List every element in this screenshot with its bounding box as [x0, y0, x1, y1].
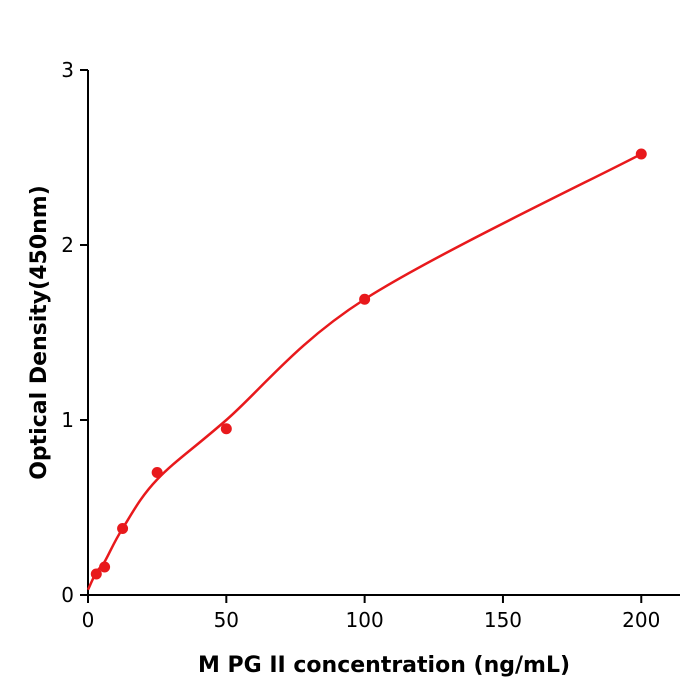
y-tick-label: 2 [61, 233, 74, 257]
x-tick-label: 100 [346, 608, 384, 632]
y-axis-title: Optical Density(450nm) [27, 185, 52, 480]
data-point [359, 293, 371, 305]
y-tick-label: 0 [61, 583, 74, 607]
x-tick-label: 50 [214, 608, 239, 632]
data-point [117, 523, 129, 534]
data-point [220, 423, 232, 435]
x-axis-title: M PG II concentration (ng/mL) [198, 653, 570, 678]
y-tick-label: 1 [61, 408, 74, 432]
x-tick-label: 150 [484, 608, 522, 632]
y-tick-label: 3 [61, 58, 74, 82]
data-point [635, 148, 647, 160]
fit-curve [86, 152, 642, 591]
data-point [90, 568, 102, 580]
data-point [151, 467, 163, 478]
data-point [99, 561, 111, 573]
axes-spine [87, 70, 680, 596]
x-tick-label: 200 [622, 608, 660, 632]
x-tick-label: 0 [82, 608, 95, 632]
